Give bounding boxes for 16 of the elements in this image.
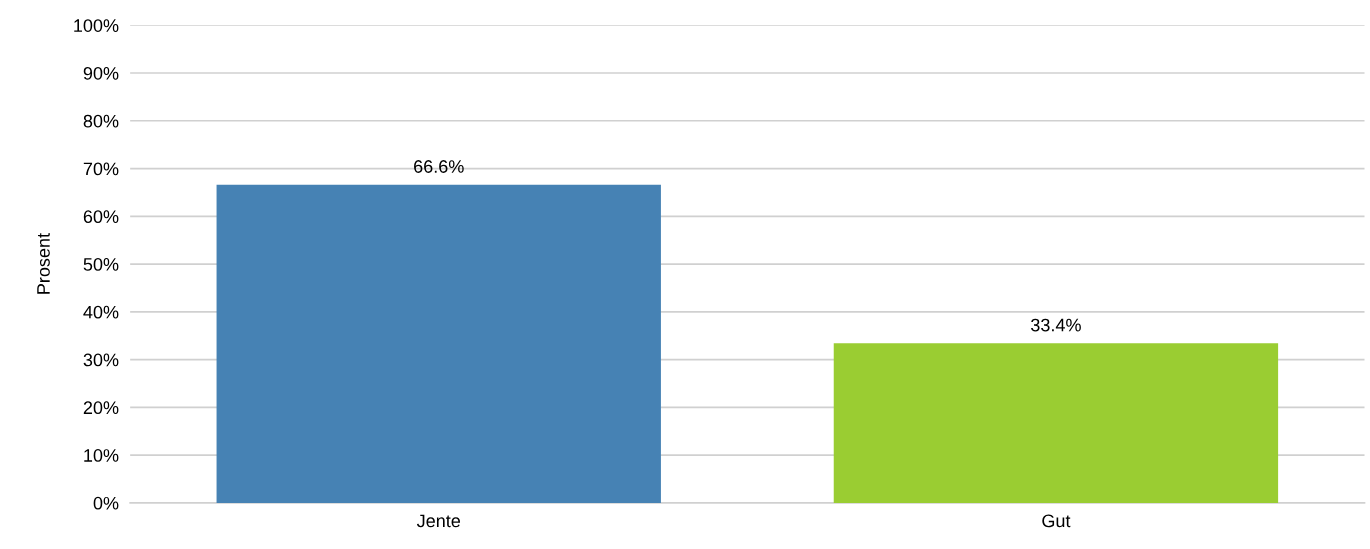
y-tick-label: 10% bbox=[84, 449, 119, 462]
y-tick-label: 30% bbox=[83, 353, 119, 367]
y-tick-label: 50% bbox=[83, 258, 119, 271]
x-tick-label: Gut bbox=[1042, 514, 1071, 528]
y-tick-label: 80% bbox=[83, 114, 119, 128]
x-tick-label: Jente bbox=[416, 514, 461, 528]
data-label: 66.6% bbox=[414, 160, 464, 173]
y-tick-label: 100% bbox=[74, 19, 119, 32]
y-tick-label: 0% bbox=[93, 496, 119, 510]
y-tick-label: 40% bbox=[83, 305, 119, 319]
y-tick-label: 20% bbox=[83, 401, 119, 415]
y-tick-label: 70% bbox=[83, 162, 119, 176]
y-tick-label: 60% bbox=[83, 210, 119, 224]
y-tick-label: 90% bbox=[83, 66, 119, 80]
y-axis-title: Prosent bbox=[37, 233, 50, 294]
data-label: 33.4% bbox=[1031, 318, 1081, 332]
